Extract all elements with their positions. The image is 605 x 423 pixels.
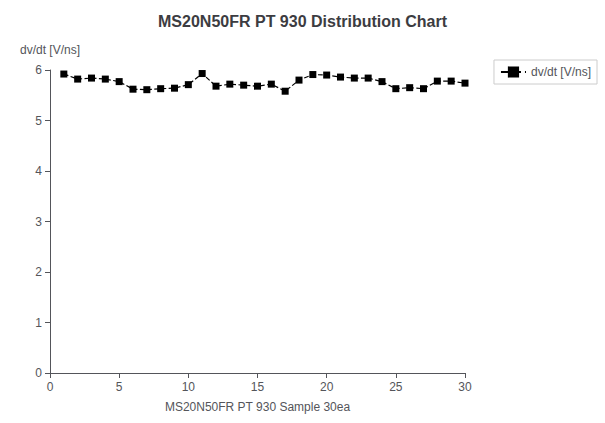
svg-text:5: 5 (116, 380, 123, 394)
svg-text:0: 0 (47, 380, 54, 394)
svg-text:5: 5 (35, 114, 42, 128)
svg-text:6: 6 (35, 63, 42, 77)
svg-text:25: 25 (389, 380, 403, 394)
svg-text:dv/dt [V/ns]: dv/dt [V/ns] (531, 65, 591, 79)
svg-text:1: 1 (35, 316, 42, 330)
svg-text:20: 20 (320, 380, 334, 394)
svg-text:10: 10 (182, 380, 196, 394)
svg-text:15: 15 (251, 380, 265, 394)
svg-text:MS20N50FR PT 930 Sample 30ea: MS20N50FR PT 930 Sample 30ea (165, 400, 351, 414)
svg-text:MS20N50FR PT 930 Distribution: MS20N50FR PT 930 Distribution Chart (158, 13, 448, 30)
svg-text:0: 0 (35, 366, 42, 380)
svg-text:2: 2 (35, 265, 42, 279)
svg-text:4: 4 (35, 164, 42, 178)
svg-text:3: 3 (35, 215, 42, 229)
svg-text:dv/dt [V/ns]: dv/dt [V/ns] (20, 43, 80, 57)
svg-text:30: 30 (458, 380, 472, 394)
